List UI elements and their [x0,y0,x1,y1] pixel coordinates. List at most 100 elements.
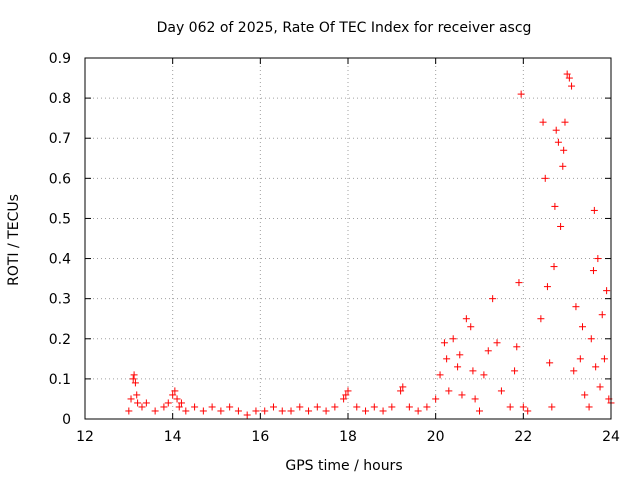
data-point [199,407,207,415]
data-point [600,355,608,363]
data-point [603,287,611,295]
data-point [541,174,549,182]
data-point [305,407,313,415]
y-tick-label: 0.8 [49,91,71,107]
data-point [480,371,488,379]
data-point [436,371,444,379]
data-point [454,363,462,371]
data-point [331,403,339,411]
data-point [550,263,558,271]
data-point [484,347,492,355]
data-point [506,403,514,411]
data-point [449,335,457,343]
y-tick-label: 0.6 [49,171,71,187]
data-point [261,407,269,415]
data-point [552,126,560,134]
y-tick-label: 0.1 [49,372,71,388]
data-point [572,303,580,311]
data-point [169,391,177,399]
data-point [560,146,568,154]
axis-ticks [84,57,612,420]
data-point [515,279,523,287]
data-point [151,407,159,415]
y-tick-labels: 0 0.1 0.2 0.3 0.4 0.5 0.6 0.7 0.8 0.9 [49,51,71,428]
data-point [173,395,181,403]
data-point [344,387,352,395]
data-point [489,295,497,303]
data-point [130,371,138,379]
data-point [497,387,505,395]
data-point [539,118,547,126]
data-point [596,383,604,391]
data-point [551,202,559,210]
data-point [440,339,448,347]
x-tick-label: 14 [164,429,182,445]
data-point [397,387,405,395]
data-point [370,403,378,411]
data-point [243,411,251,419]
data-point [405,403,413,411]
data-point [467,323,475,331]
data-point [322,407,330,415]
data-point [570,367,578,375]
y-tick-label: 0 [62,412,71,428]
data-point [581,391,589,399]
data-point [342,391,350,399]
data-point [362,407,370,415]
data-point [462,315,470,323]
data-points [125,70,615,419]
data-point [138,403,146,411]
data-point [524,407,532,415]
x-tick-label: 20 [427,429,445,445]
data-point [164,399,172,407]
data-point [594,255,602,263]
data-point [226,403,234,411]
data-point [590,206,598,214]
data-point [252,407,260,415]
data-point [177,399,185,407]
data-point [554,138,562,146]
data-point [469,367,477,375]
data-point [458,391,466,399]
data-point [568,82,576,90]
data-point [171,387,179,395]
data-point [340,395,348,403]
data-point [142,399,150,407]
grid [85,58,611,419]
data-point [296,403,304,411]
data-point [559,162,567,170]
data-point [160,403,168,411]
data-point [388,403,396,411]
y-tick-label: 0.5 [49,211,71,227]
x-tick-label: 12 [76,429,94,445]
data-point [129,375,137,383]
data-point [579,323,587,331]
data-point [175,403,183,411]
data-point [563,70,571,78]
data-point [592,363,600,371]
x-tick-label: 24 [602,429,620,445]
data-point [269,403,277,411]
data-point [278,407,286,415]
y-tick-label: 0.3 [49,292,71,308]
data-point [208,403,216,411]
data-point [576,355,584,363]
y-tick-label: 0.9 [49,51,71,67]
data-point [587,335,595,343]
y-axis-label: ROTI / TECUs [6,194,22,286]
data-point [134,399,142,407]
data-point [423,403,431,411]
data-point [217,407,225,415]
x-axis-label: GPS time / hours [285,458,402,474]
data-point [234,407,242,415]
data-point [493,339,501,347]
data-point [471,395,479,403]
data-point [546,359,554,367]
data-point [557,222,565,230]
y-tick-label: 0.4 [49,252,71,268]
data-point [548,403,556,411]
data-point [133,391,141,399]
data-point [456,351,464,359]
data-point [125,407,133,415]
